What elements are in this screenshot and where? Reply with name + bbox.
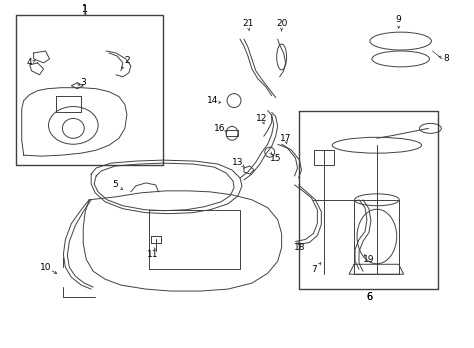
Text: 18: 18: [294, 243, 305, 252]
Text: 14: 14: [207, 96, 218, 105]
Text: 3: 3: [81, 78, 86, 87]
Text: 5: 5: [112, 180, 118, 189]
Text: 2: 2: [124, 56, 130, 65]
Text: 1: 1: [82, 4, 88, 14]
Text: 1: 1: [82, 5, 88, 14]
Text: 17: 17: [280, 134, 292, 143]
Text: 8: 8: [444, 54, 449, 63]
Text: 20: 20: [276, 19, 287, 28]
Text: 11: 11: [147, 250, 158, 259]
Text: 21: 21: [242, 19, 254, 28]
Text: 19: 19: [363, 255, 374, 264]
Text: 12: 12: [256, 114, 267, 123]
Text: 9: 9: [396, 15, 401, 24]
Text: 6: 6: [366, 292, 372, 302]
Text: 7: 7: [311, 265, 317, 274]
Text: 15: 15: [270, 153, 282, 163]
Text: 13: 13: [232, 158, 244, 167]
Text: 6: 6: [366, 292, 372, 302]
Text: 4: 4: [27, 58, 33, 68]
Text: 16: 16: [214, 124, 226, 133]
Text: 10: 10: [40, 263, 51, 272]
